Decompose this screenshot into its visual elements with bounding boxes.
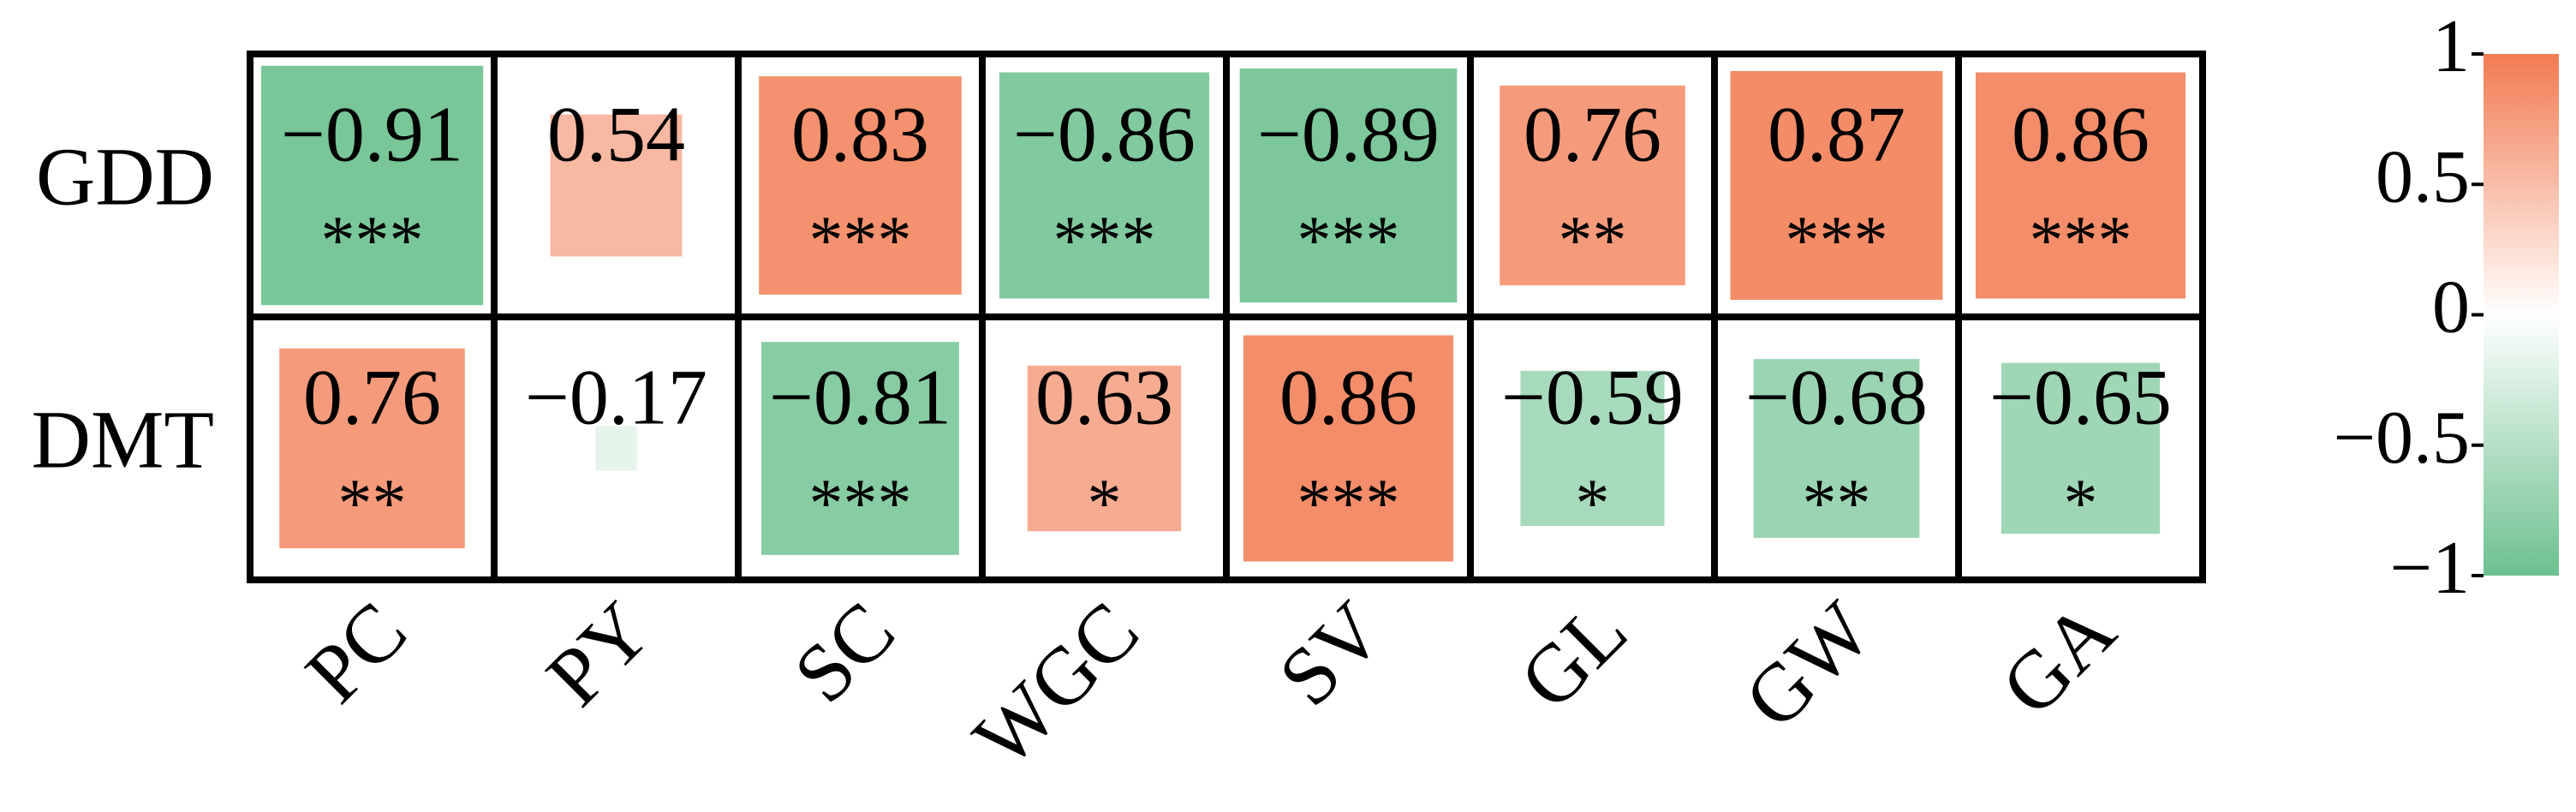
value-label: −0.86 — [1013, 91, 1196, 178]
cell-square — [279, 348, 465, 549]
value-label: −0.59 — [1501, 354, 1684, 441]
cell-square — [1730, 70, 1943, 301]
column-label: GA — [1983, 584, 2132, 733]
colorbar-tick-label: −0.5 — [2333, 397, 2470, 480]
significance: *** — [809, 466, 912, 541]
value-label: −0.65 — [1989, 354, 2172, 441]
significance: *** — [321, 203, 424, 278]
significance: *** — [809, 203, 912, 278]
column-label: WGC — [956, 584, 1156, 785]
significance: ** — [338, 466, 407, 541]
cell-square — [1520, 370, 1665, 527]
row-label: GDD — [36, 131, 214, 223]
cell-square — [1975, 72, 2186, 299]
value-label: 0.54 — [547, 91, 685, 178]
significance: * — [1576, 466, 1610, 541]
column-label: PC — [288, 584, 424, 720]
cell-square — [1027, 365, 1182, 532]
cell-square — [1753, 359, 1920, 538]
value-label: 0.83 — [791, 91, 929, 178]
value-label: 0.86 — [1279, 354, 1417, 441]
column-label: GW — [1726, 583, 1888, 745]
value-label: −0.17 — [525, 354, 707, 441]
cell-square — [595, 426, 637, 471]
cell-square — [260, 65, 484, 306]
value-label: −0.89 — [1257, 91, 1440, 178]
value-label: 0.86 — [2012, 91, 2150, 178]
significance: *** — [1297, 466, 1400, 541]
value-label: −0.68 — [1745, 354, 1928, 441]
value-label: 0.76 — [1524, 91, 1661, 178]
significance: *** — [2030, 203, 2132, 278]
colorbar-tick-label: 1 — [2432, 5, 2470, 88]
column-label: PY — [528, 584, 667, 723]
value-label: 0.63 — [1035, 354, 1173, 441]
value-label: 0.87 — [1768, 91, 1905, 178]
colorbar-tick-label: 0 — [2432, 266, 2470, 349]
cell-square — [1239, 68, 1458, 303]
significance: * — [1088, 466, 1122, 541]
significance: *** — [1786, 203, 1888, 278]
row-label: DMT — [32, 394, 214, 486]
colorbar-tick-label: 0.5 — [2376, 135, 2470, 218]
significance: * — [2064, 466, 2098, 541]
cell-square — [550, 114, 683, 257]
column-label: SC — [776, 584, 912, 720]
value-label: −0.91 — [281, 91, 463, 178]
cell-square — [999, 72, 1210, 299]
value-label: 0.76 — [303, 354, 441, 441]
cell-square — [2001, 362, 2161, 534]
significance: ** — [1559, 203, 1627, 278]
colorbar — [2484, 54, 2559, 576]
cell-square — [759, 76, 962, 295]
cell-square — [761, 342, 959, 555]
column-label: SV — [1261, 584, 1399, 723]
significance: *** — [1053, 203, 1156, 278]
value-label: −0.81 — [769, 354, 951, 441]
significance: *** — [1297, 203, 1400, 278]
cell-square — [1500, 85, 1685, 286]
colorbar-tick-label: −1 — [2389, 527, 2470, 610]
column-label: GL — [1502, 584, 1644, 726]
cell-square — [1243, 335, 1454, 562]
significance: ** — [1803, 466, 1871, 541]
